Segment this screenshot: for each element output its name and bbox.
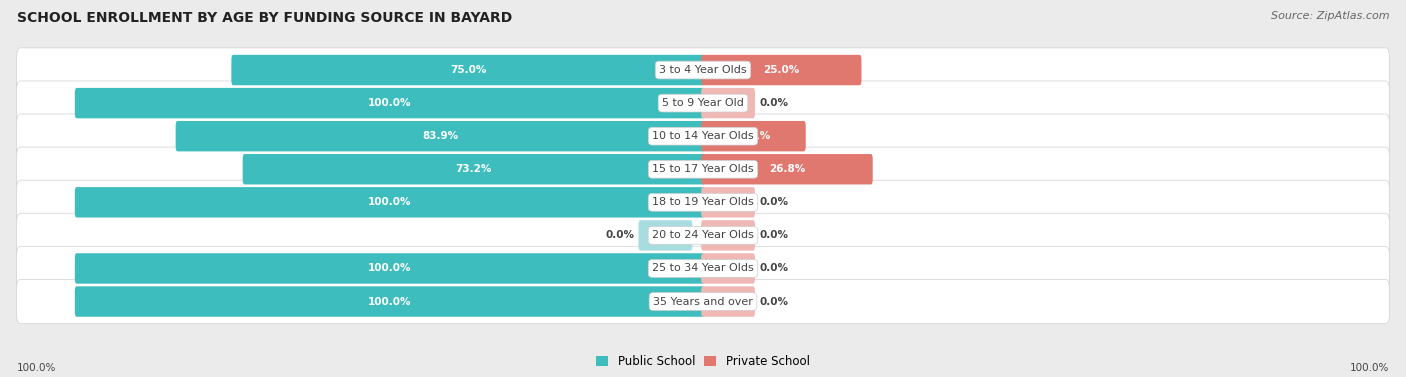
Text: 0.0%: 0.0%: [759, 197, 789, 207]
Text: 100.0%: 100.0%: [368, 264, 412, 273]
Text: 16.1%: 16.1%: [735, 131, 772, 141]
Text: 100.0%: 100.0%: [368, 297, 412, 307]
FancyBboxPatch shape: [176, 121, 704, 152]
FancyBboxPatch shape: [232, 55, 704, 85]
FancyBboxPatch shape: [638, 220, 692, 251]
Text: 5 to 9 Year Old: 5 to 9 Year Old: [662, 98, 744, 108]
FancyBboxPatch shape: [702, 187, 755, 218]
FancyBboxPatch shape: [702, 55, 862, 85]
Text: 10 to 14 Year Olds: 10 to 14 Year Olds: [652, 131, 754, 141]
FancyBboxPatch shape: [702, 253, 755, 284]
Text: 100.0%: 100.0%: [1350, 363, 1389, 373]
Text: 100.0%: 100.0%: [368, 98, 412, 108]
Text: 35 Years and over: 35 Years and over: [652, 297, 754, 307]
Text: SCHOOL ENROLLMENT BY AGE BY FUNDING SOURCE IN BAYARD: SCHOOL ENROLLMENT BY AGE BY FUNDING SOUR…: [17, 11, 512, 25]
Text: 83.9%: 83.9%: [422, 131, 458, 141]
FancyBboxPatch shape: [702, 154, 873, 184]
Text: 25 to 34 Year Olds: 25 to 34 Year Olds: [652, 264, 754, 273]
Text: 3 to 4 Year Olds: 3 to 4 Year Olds: [659, 65, 747, 75]
FancyBboxPatch shape: [243, 154, 704, 184]
FancyBboxPatch shape: [75, 253, 704, 284]
Text: 15 to 17 Year Olds: 15 to 17 Year Olds: [652, 164, 754, 174]
FancyBboxPatch shape: [17, 114, 1389, 158]
FancyBboxPatch shape: [75, 187, 704, 218]
FancyBboxPatch shape: [702, 121, 806, 152]
FancyBboxPatch shape: [75, 88, 704, 118]
Text: 75.0%: 75.0%: [450, 65, 486, 75]
Text: 0.0%: 0.0%: [759, 264, 789, 273]
Text: 25.0%: 25.0%: [763, 65, 800, 75]
Text: 100.0%: 100.0%: [368, 197, 412, 207]
FancyBboxPatch shape: [17, 213, 1389, 257]
FancyBboxPatch shape: [702, 286, 755, 317]
FancyBboxPatch shape: [17, 147, 1389, 192]
FancyBboxPatch shape: [17, 180, 1389, 224]
FancyBboxPatch shape: [17, 279, 1389, 324]
FancyBboxPatch shape: [702, 88, 755, 118]
Text: 20 to 24 Year Olds: 20 to 24 Year Olds: [652, 230, 754, 241]
FancyBboxPatch shape: [17, 81, 1389, 125]
Legend: Public School, Private School: Public School, Private School: [592, 351, 814, 373]
Text: 0.0%: 0.0%: [605, 230, 634, 241]
Text: 73.2%: 73.2%: [456, 164, 492, 174]
Text: 0.0%: 0.0%: [759, 98, 789, 108]
FancyBboxPatch shape: [702, 220, 755, 251]
Text: 100.0%: 100.0%: [17, 363, 56, 373]
Text: Source: ZipAtlas.com: Source: ZipAtlas.com: [1271, 11, 1389, 21]
Text: 26.8%: 26.8%: [769, 164, 806, 174]
Text: 0.0%: 0.0%: [759, 297, 789, 307]
Text: 0.0%: 0.0%: [759, 230, 789, 241]
FancyBboxPatch shape: [17, 48, 1389, 92]
FancyBboxPatch shape: [75, 286, 704, 317]
Text: 18 to 19 Year Olds: 18 to 19 Year Olds: [652, 197, 754, 207]
FancyBboxPatch shape: [17, 246, 1389, 291]
